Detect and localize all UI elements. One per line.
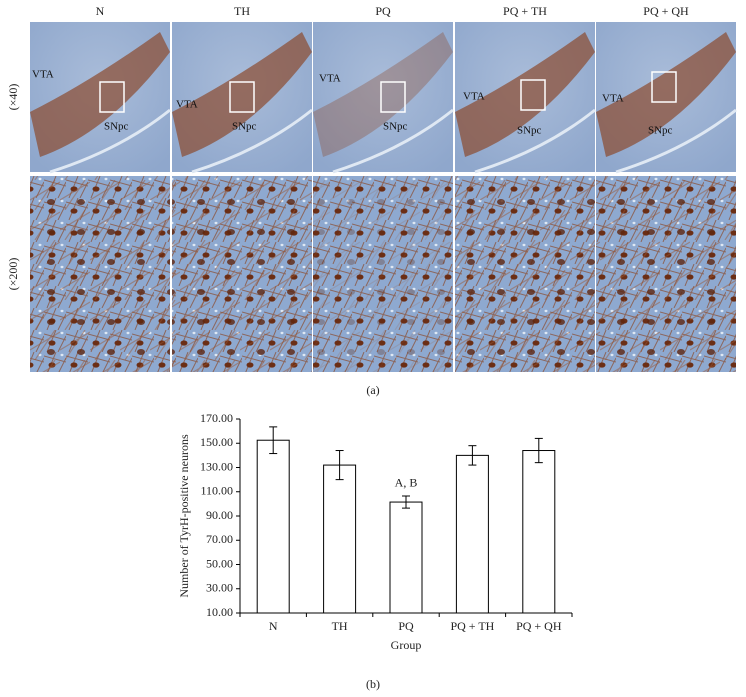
micrograph-low bbox=[313, 22, 453, 172]
stained-region bbox=[596, 32, 736, 157]
error-bar bbox=[402, 495, 410, 509]
y-tick-label: 30.00 bbox=[206, 581, 233, 595]
region-label: SNpc bbox=[517, 125, 542, 137]
micrograph-high-overlay bbox=[313, 176, 453, 372]
micrograph-high-overlay bbox=[596, 176, 736, 372]
panel-label: (b) bbox=[366, 677, 380, 691]
error-bar bbox=[335, 450, 344, 481]
error-bar bbox=[468, 445, 477, 466]
tissue-edge bbox=[474, 108, 596, 174]
x-axis-title: Group bbox=[391, 638, 422, 652]
region-label: SNpc bbox=[383, 121, 408, 133]
row-label: (×40) bbox=[6, 84, 20, 111]
tissue-edge bbox=[332, 108, 454, 174]
region-label: VTA bbox=[463, 91, 485, 103]
micrograph-high-overlay bbox=[30, 176, 170, 372]
roi-box bbox=[380, 81, 406, 113]
region-label: SNpc bbox=[232, 121, 257, 133]
tissue-edge bbox=[49, 108, 171, 174]
x-tick-label: PQ + TH bbox=[450, 619, 494, 633]
error-bar bbox=[534, 437, 543, 464]
y-tick-label: 130.00 bbox=[200, 459, 233, 473]
x-tick-label: TH bbox=[332, 619, 348, 633]
micrograph-high-overlay bbox=[455, 176, 595, 372]
bar-chart: 10.00 30.00 50.00 70.00 90.00 110.00 130.00 150… bbox=[177, 411, 573, 691]
y-tick-label: 110.00 bbox=[200, 484, 233, 498]
tissue-edge bbox=[615, 108, 737, 174]
tissue-edge bbox=[191, 108, 313, 174]
region-label: VTA bbox=[176, 99, 198, 111]
y-tick-label: 90.00 bbox=[206, 508, 233, 522]
stained-region bbox=[455, 32, 595, 157]
annotation: A, B bbox=[395, 476, 418, 490]
roi-box bbox=[520, 79, 546, 111]
x-tick-label: PQ + QH bbox=[516, 619, 562, 633]
y-tick-label: 170.00 bbox=[200, 411, 233, 425]
region-label: VTA bbox=[602, 93, 624, 105]
stained-region bbox=[172, 32, 312, 157]
x-tick-label: PQ bbox=[398, 619, 414, 633]
bar bbox=[323, 464, 357, 614]
panel-label: (a) bbox=[366, 383, 379, 397]
bar bbox=[455, 454, 489, 614]
y-tick-label: 70.00 bbox=[206, 532, 233, 546]
micrographs: N VTA SNpc TH VTA SNpc PQ VTA SNpc PQ + TH VTA SNpc… bbox=[6, 4, 737, 397]
y-tick-label: 10.00 bbox=[206, 605, 233, 619]
column-header: PQ + TH bbox=[503, 4, 547, 18]
roi-box bbox=[651, 71, 677, 103]
error-bar bbox=[269, 426, 278, 455]
stained-region bbox=[313, 32, 453, 157]
row-label: (×200) bbox=[6, 258, 20, 291]
bar bbox=[522, 450, 556, 614]
column-header: TH bbox=[234, 4, 250, 18]
y-tick-label: 150.00 bbox=[200, 435, 233, 449]
roi-box bbox=[229, 81, 255, 113]
region-label: SNpc bbox=[104, 121, 129, 133]
bar bbox=[389, 501, 423, 614]
y-axis-title: Number of TyrH-positive neurons bbox=[177, 434, 191, 598]
micrograph-high-overlay bbox=[172, 176, 312, 372]
region-label: SNpc bbox=[648, 125, 673, 137]
region-label: VTA bbox=[32, 69, 54, 81]
bar bbox=[256, 439, 290, 614]
roi-box bbox=[99, 81, 125, 113]
column-header: PQ + QH bbox=[643, 4, 689, 18]
x-tick-label: N bbox=[269, 619, 278, 633]
column-header: PQ bbox=[375, 4, 391, 18]
column-header: N bbox=[96, 4, 105, 18]
y-tick-label: 50.00 bbox=[206, 556, 233, 570]
region-label: VTA bbox=[319, 73, 341, 85]
